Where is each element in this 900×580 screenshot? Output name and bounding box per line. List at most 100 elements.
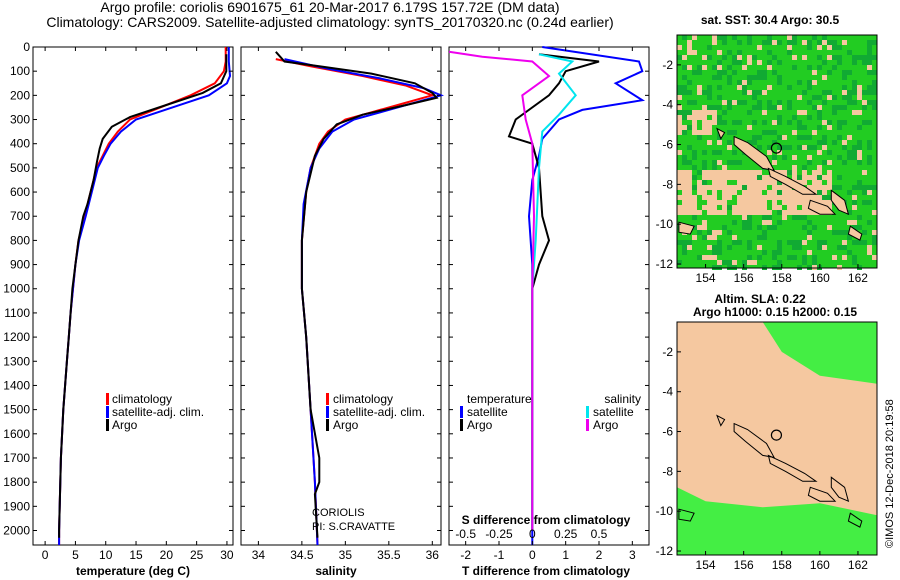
map-cell	[747, 190, 752, 195]
map-cell	[722, 35, 727, 40]
map-cell	[702, 160, 707, 165]
x-tick-label: 20	[160, 548, 174, 562]
map-cell	[737, 205, 742, 210]
map-cell	[677, 175, 682, 180]
map-cell	[682, 110, 687, 115]
map-cell	[867, 120, 872, 125]
map-y-tick-label: -8	[662, 177, 673, 191]
map-cell	[802, 180, 807, 185]
map-cell	[707, 200, 712, 205]
map-cell	[872, 100, 877, 105]
map-cell	[827, 160, 832, 165]
map-cell	[802, 175, 807, 180]
map-cell	[867, 40, 872, 45]
map-cell	[842, 230, 847, 235]
map-cell	[847, 250, 852, 255]
map-cell	[682, 125, 687, 130]
map-cell	[717, 35, 722, 40]
map-cell	[692, 215, 697, 220]
map-cell	[817, 40, 822, 45]
map-cell	[727, 100, 732, 105]
map-cell	[872, 90, 877, 95]
map-cell	[807, 115, 812, 120]
map-cell	[827, 90, 832, 95]
map-cell	[757, 195, 762, 200]
map-cell	[757, 60, 762, 65]
map-cell	[777, 205, 782, 210]
map-cell	[852, 100, 857, 105]
map-cell	[722, 200, 727, 205]
map-cell	[722, 100, 727, 105]
map-cell	[717, 105, 722, 110]
map-cell	[857, 55, 862, 60]
map-cell	[817, 140, 822, 145]
map-y-tick-label: -6	[662, 425, 673, 439]
map-cell	[692, 130, 697, 135]
map-cell	[717, 120, 722, 125]
map-cell	[712, 105, 717, 110]
map-cell	[772, 40, 777, 45]
map-cell	[817, 180, 822, 185]
map-y-tick-label: -4	[662, 385, 673, 399]
map-cell	[707, 175, 712, 180]
map-cell	[857, 145, 862, 150]
map-cell	[852, 260, 857, 265]
y-tick-label: 700	[10, 209, 30, 223]
map-cell	[872, 70, 877, 75]
map-cell	[762, 235, 767, 240]
map-cell	[842, 255, 847, 260]
map-cell	[747, 75, 752, 80]
map-cell	[767, 130, 772, 135]
map-cell	[792, 195, 797, 200]
map-cell	[777, 75, 782, 80]
map-cell	[752, 120, 757, 125]
map-cell	[692, 195, 697, 200]
map-cell	[852, 80, 857, 85]
map-cell	[697, 180, 702, 185]
map-cell	[682, 205, 687, 210]
map-cell	[807, 80, 812, 85]
map-cell	[857, 95, 862, 100]
legend-t-argo-swatch	[460, 419, 463, 431]
map-cell	[702, 185, 707, 190]
map-cell	[762, 90, 767, 95]
map-cell	[717, 135, 722, 140]
map-cell	[742, 210, 747, 215]
sst-map-title: sat. SST: 30.4 Argo: 30.5	[701, 13, 840, 27]
map-cell	[817, 95, 822, 100]
map-cell	[717, 115, 722, 120]
map-cell	[822, 60, 827, 65]
map-cell	[722, 225, 727, 230]
x-tick-label: 3	[629, 548, 636, 562]
map-cell	[747, 55, 752, 60]
map-cell	[757, 205, 762, 210]
map-cell	[717, 75, 722, 80]
map-cell	[697, 110, 702, 115]
map-cell	[702, 90, 707, 95]
map-cell	[837, 105, 842, 110]
map-cell	[747, 140, 752, 145]
map-cell	[827, 185, 832, 190]
map-cell	[792, 245, 797, 250]
map-cell	[762, 185, 767, 190]
map-cell	[762, 205, 767, 210]
map-island	[767, 167, 818, 195]
map-cell	[717, 170, 722, 175]
map-cell	[757, 185, 762, 190]
map-cell	[692, 70, 697, 75]
map-cell	[797, 215, 802, 220]
map-cell	[772, 190, 777, 195]
map-cell	[762, 195, 767, 200]
map-cell	[687, 170, 692, 175]
map-cell	[772, 195, 777, 200]
map-cell	[857, 90, 862, 95]
map-cell	[727, 65, 732, 70]
map-cell	[787, 255, 792, 260]
map-cell	[727, 105, 732, 110]
y-tick-label: 200	[10, 88, 30, 102]
map-cell	[807, 65, 812, 70]
difference-axes-frame	[448, 46, 650, 546]
map-cell	[692, 165, 697, 170]
map-cell	[807, 85, 812, 90]
